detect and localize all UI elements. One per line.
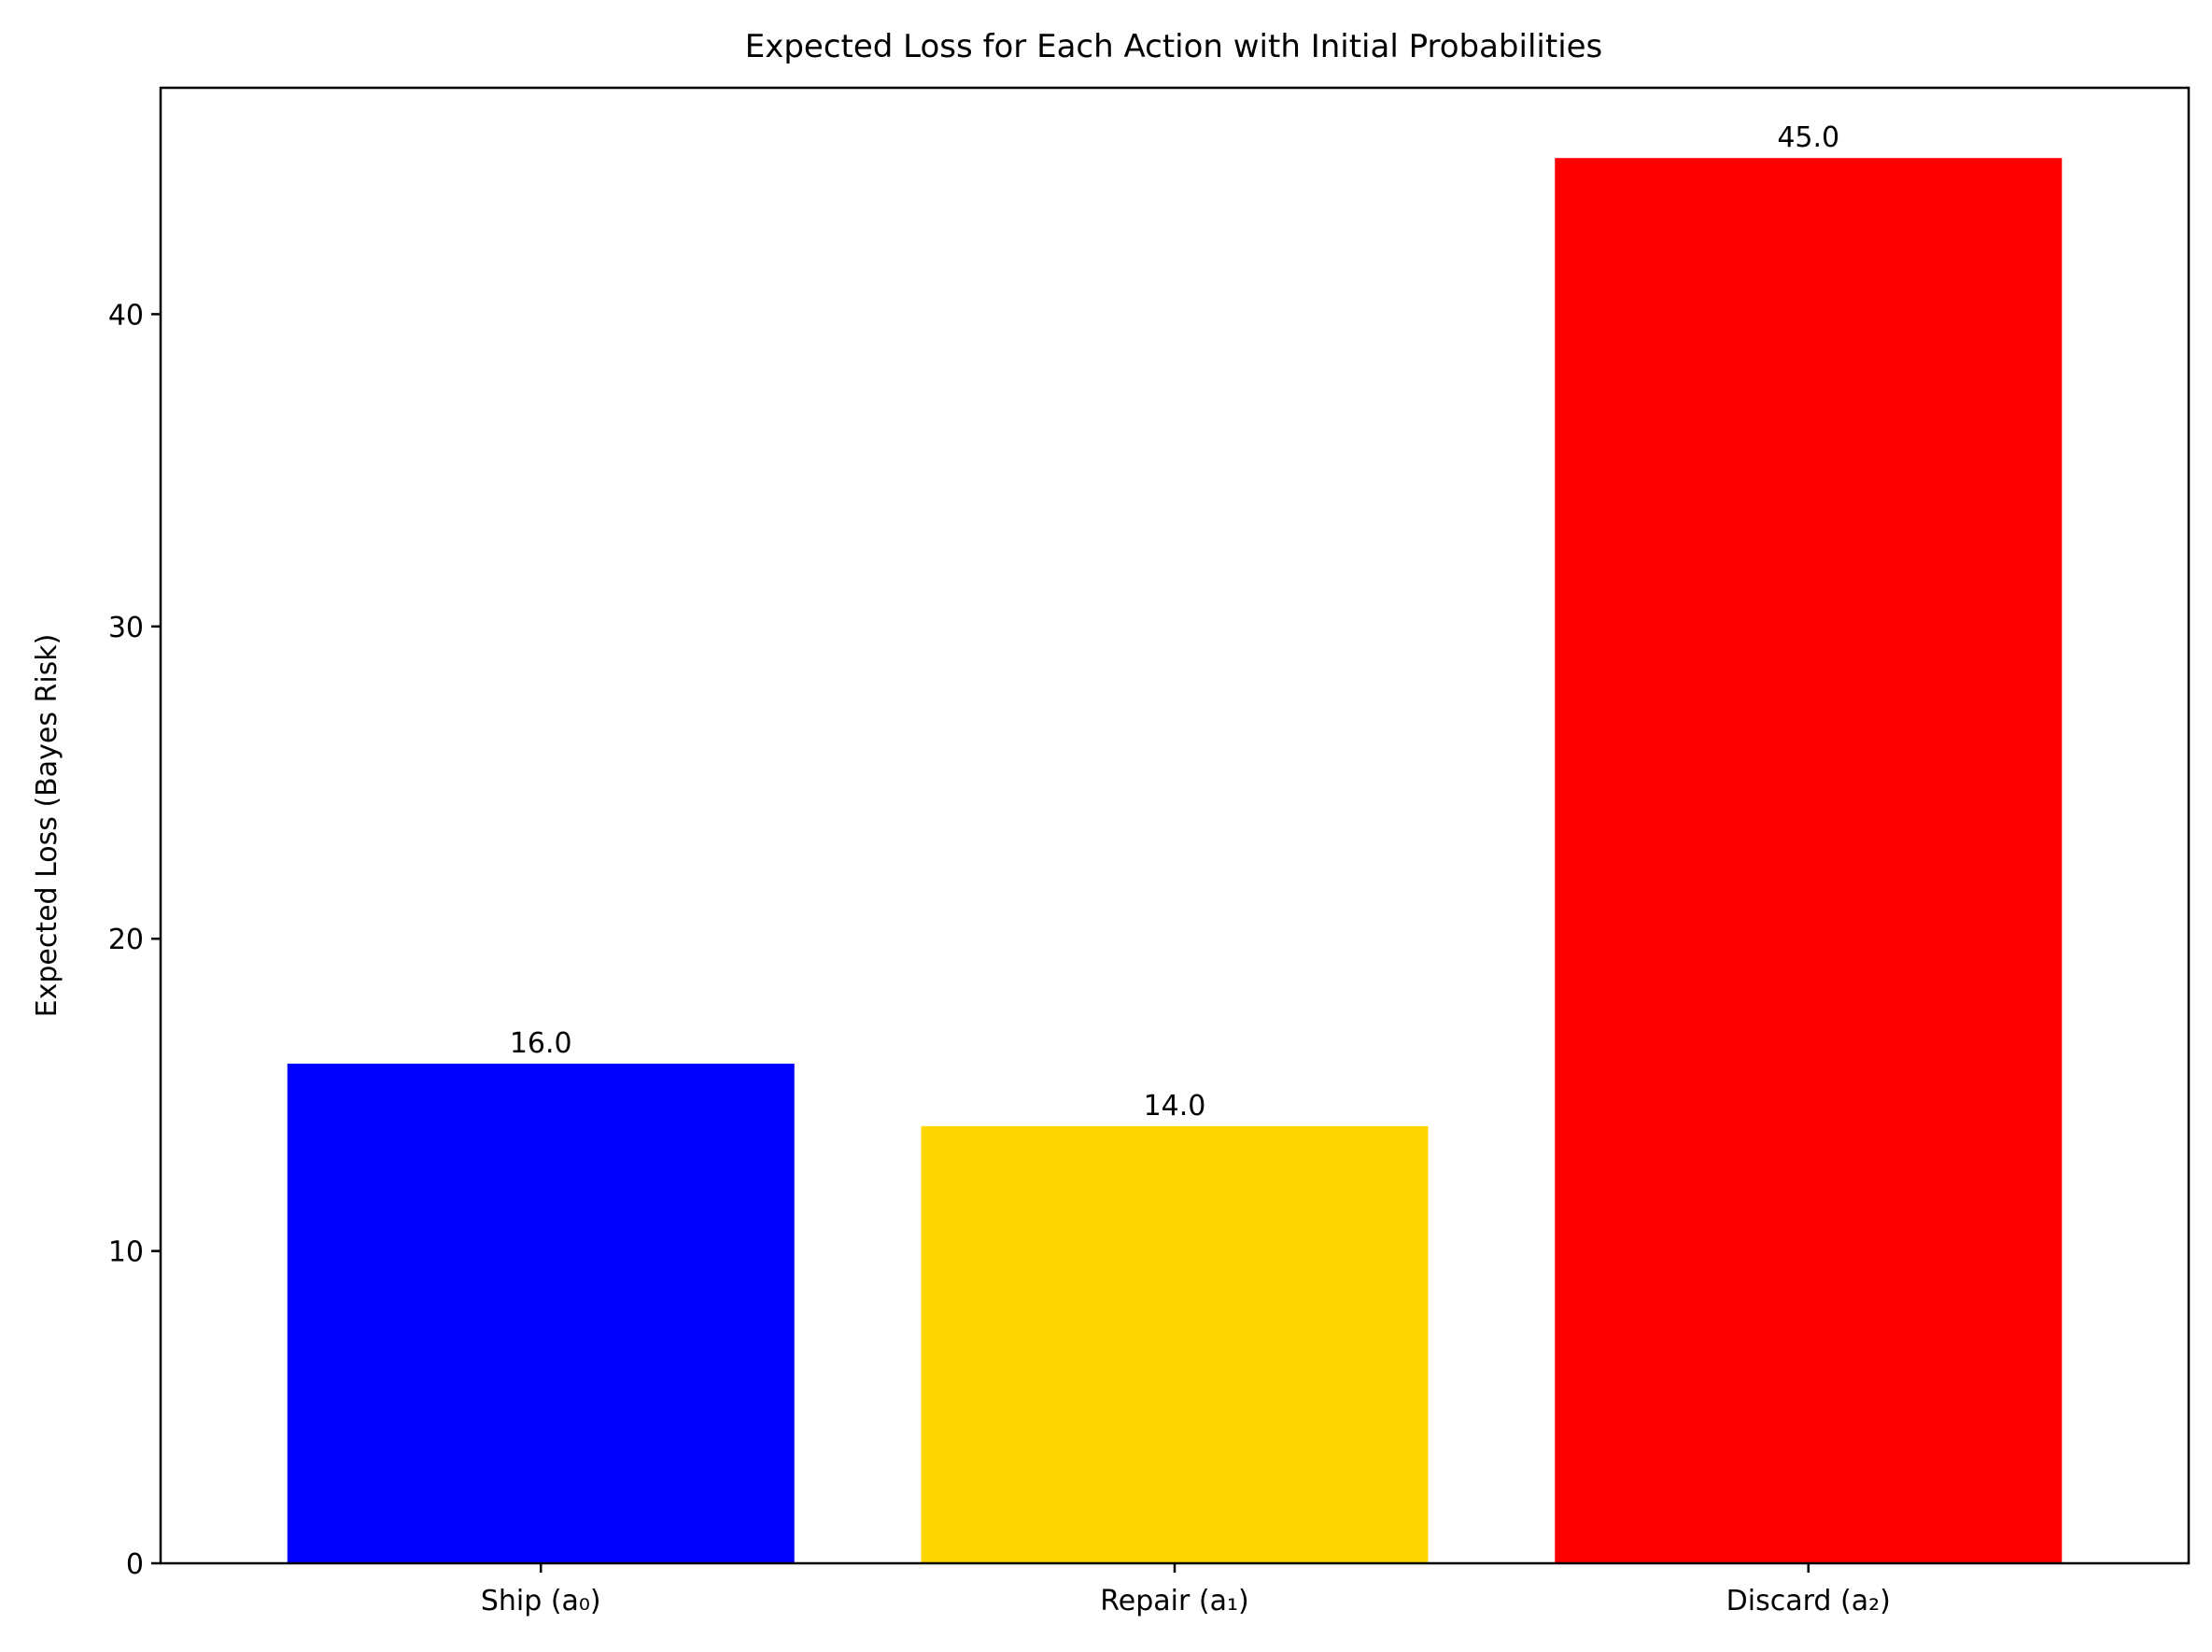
y-axis-label: Expected Loss (Bayes Risk) [31, 634, 63, 1018]
y-tick-label-4: 40 [108, 299, 144, 332]
bar-2 [1555, 158, 2063, 1564]
x-tick-label-1: Repair (a₁) [1100, 1585, 1248, 1617]
bar-1 [921, 1125, 1429, 1563]
y-tick-label-2: 20 [108, 924, 144, 956]
plot-frame [159, 86, 2191, 1565]
bar-0 [287, 1063, 795, 1563]
y-tick-label-3: 30 [108, 612, 144, 644]
y-axis: 0 10 20 30 40 [108, 299, 161, 1581]
x-axis: Ship (a₀) Repair (a₁) Discard (a₂) [481, 1563, 1891, 1617]
value-labels-group: 16.0 14.0 45.0 [510, 121, 1839, 1123]
bar-value-label-2: 45.0 [1777, 121, 1839, 154]
chart-title: Expected Loss for Each Action with Initi… [745, 28, 1603, 65]
x-tick-label-2: Discard (a₂) [1726, 1585, 1891, 1617]
bar-value-label-1: 14.0 [1144, 1090, 1206, 1123]
y-tick-label-0: 0 [126, 1548, 144, 1581]
bar-value-label-0: 16.0 [510, 1027, 572, 1060]
bars-group [287, 158, 2063, 1564]
x-tick-label-0: Ship (a₀) [481, 1585, 601, 1617]
y-tick-label-1: 10 [108, 1236, 144, 1269]
